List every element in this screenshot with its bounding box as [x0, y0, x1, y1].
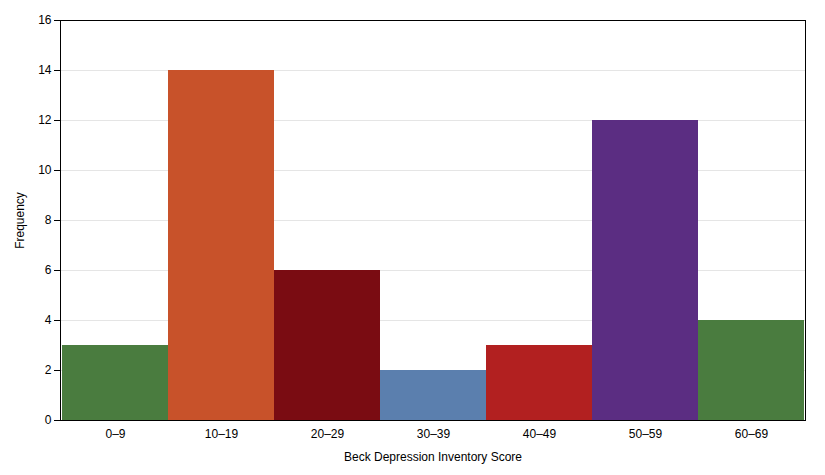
- svg-text:0: 0: [45, 413, 52, 427]
- svg-text:8: 8: [45, 213, 52, 227]
- svg-text:14: 14: [38, 63, 52, 77]
- svg-text:16: 16: [38, 13, 52, 27]
- svg-text:6: 6: [45, 263, 52, 277]
- svg-text:12: 12: [38, 113, 52, 127]
- svg-text:0–9: 0–9: [105, 427, 125, 441]
- svg-text:30–39: 30–39: [417, 427, 451, 441]
- svg-text:10: 10: [38, 163, 52, 177]
- svg-text:2: 2: [45, 363, 52, 377]
- svg-text:50–59: 50–59: [629, 427, 663, 441]
- svg-text:60–69: 60–69: [735, 427, 769, 441]
- svg-text:4: 4: [45, 313, 52, 327]
- svg-text:Beck Depression Inventory Scor: Beck Depression Inventory Score: [344, 450, 522, 464]
- svg-text:40–49: 40–49: [523, 427, 557, 441]
- svg-text:Frequency: Frequency: [13, 192, 27, 249]
- svg-text:20–29: 20–29: [311, 427, 345, 441]
- svg-text:10–19: 10–19: [205, 427, 239, 441]
